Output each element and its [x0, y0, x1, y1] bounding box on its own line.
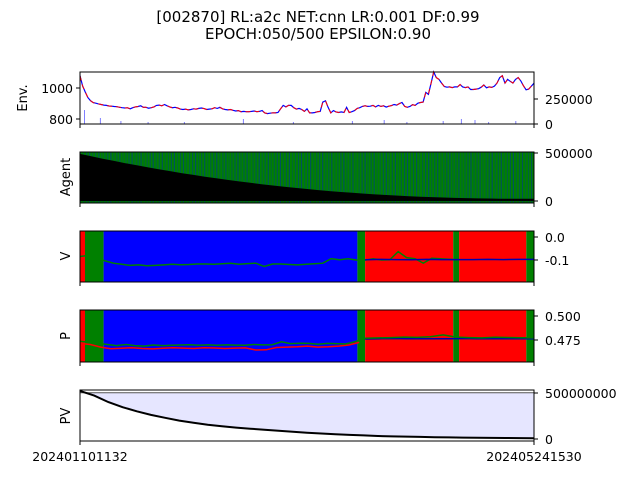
agent-action-stripe: [413, 152, 414, 203]
pv-ylabel: PV: [59, 408, 74, 425]
agent-action-stripe: [501, 152, 502, 203]
env-frame: [80, 72, 534, 124]
v-ytick-0.0: 0.0: [545, 230, 565, 245]
agent-action-stripe: [522, 152, 523, 203]
v-ytick-neg0.1: -0.1: [545, 253, 569, 268]
v-panel: -0.1 0.0 V: [59, 230, 569, 286]
agent-action-stripe: [455, 152, 456, 203]
agent-action-stripe: [531, 152, 532, 203]
p-prob-line-blue: [365, 339, 534, 340]
agent-action-stripe: [464, 152, 465, 203]
agent-action-stripe: [513, 152, 514, 203]
agent-action-stripe: [525, 152, 526, 203]
chart-title-line-2: EPOCH:050/500 EPSILON:0.90: [205, 25, 431, 43]
policy-region-blue: [104, 310, 358, 362]
agent-action-stripe: [425, 152, 426, 203]
xtick-end-date: 202405241530: [486, 449, 581, 464]
policy-region-red: [365, 231, 453, 282]
agent-action-stripe: [495, 152, 496, 203]
agent-action-stripe: [474, 152, 475, 203]
policy-region-blue: [104, 231, 358, 282]
p-ytick-0.475: 0.475: [545, 333, 581, 348]
agent-action-stripe: [446, 152, 447, 203]
agent-action-stripe: [452, 152, 453, 203]
env-ytick-800: 800: [49, 112, 73, 127]
agent-action-stripe: [461, 152, 462, 203]
agent-action-stripe: [492, 152, 493, 203]
agent-action-stripe: [483, 152, 484, 203]
agent-action-stripe: [440, 152, 441, 203]
env-ylabel: Env.: [16, 84, 31, 111]
env-ytick-1000: 1000: [41, 81, 73, 96]
policy-region-green: [357, 231, 365, 282]
agent-action-stripe: [510, 152, 511, 203]
p-policy-regions: [80, 310, 534, 362]
agent-action-stripe: [404, 152, 405, 203]
v-policy-regions: [80, 231, 534, 282]
agent-action-stripe: [498, 152, 499, 203]
env-panel: 800 1000 0 250000 Env.: [16, 72, 593, 132]
chart-title-line-1: [002870] RL:a2c NET:cnn LR:0.001 DF:0.99: [156, 8, 479, 26]
policy-region-green: [453, 231, 459, 282]
policy-region-green: [357, 310, 365, 362]
agent-action-stripe: [443, 152, 444, 203]
agent-action-stripe: [407, 152, 408, 203]
agent-action-stripe: [486, 152, 487, 203]
env-y2tick-0: 0: [545, 117, 553, 132]
env-volume-bars: [85, 110, 516, 124]
policy-region-green: [526, 310, 534, 362]
agent-action-stripe: [480, 152, 481, 203]
agent-ytick-0: 0: [545, 194, 553, 209]
policy-region-red: [80, 310, 85, 362]
pv-panel: 0 500000000 PV 202401101132 202405241530: [32, 386, 616, 464]
policy-region-red: [459, 231, 526, 282]
env-y2tick-250000: 250000: [545, 92, 593, 107]
agent-action-stripe: [419, 152, 420, 203]
agent-action-stripe: [467, 152, 468, 203]
agent-action-stripe: [401, 152, 402, 203]
agent-action-stripe: [504, 152, 505, 203]
pv-ytick-0: 0: [545, 432, 553, 447]
agent-action-stripe: [477, 152, 478, 203]
agent-action-stripe: [422, 152, 423, 203]
agent-action-stripe: [398, 152, 399, 203]
agent-panel: 0 500000 Agent: [59, 146, 593, 209]
agent-action-stripe: [519, 152, 520, 203]
agent-action-stripe: [410, 152, 411, 203]
v-ylabel: V: [59, 251, 74, 260]
agent-ylabel: Agent: [59, 158, 74, 196]
policy-region-red: [459, 310, 526, 362]
p-ytick-0.500: 0.500: [545, 309, 581, 324]
agent-action-stripe: [431, 152, 432, 203]
agent-action-stripe: [395, 152, 396, 203]
agent-ytick-500000: 500000: [545, 146, 593, 161]
agent-action-stripe: [434, 152, 435, 203]
agent-action-stripe: [516, 152, 517, 203]
agent-action-stripe: [416, 152, 417, 203]
agent-action-stripe: [458, 152, 459, 203]
agent-action-stripe: [507, 152, 508, 203]
agent-action-stripe: [437, 152, 438, 203]
p-panel: 0.475 0.500 P: [59, 309, 581, 366]
pv-ytick-500000000: 500000000: [545, 386, 617, 401]
agent-action-stripe: [528, 152, 529, 203]
xtick-start-date: 202401101132: [32, 449, 127, 464]
agent-action-stripe: [428, 152, 429, 203]
agent-action-stripe: [489, 152, 490, 203]
agent-action-stripe: [470, 152, 471, 203]
env-price-overlay: [80, 72, 534, 114]
policy-region-green: [85, 310, 104, 362]
agent-action-stripe: [449, 152, 450, 203]
env-price-line: [80, 72, 534, 114]
policy-region-green: [526, 231, 534, 282]
p-ylabel: P: [59, 332, 74, 340]
